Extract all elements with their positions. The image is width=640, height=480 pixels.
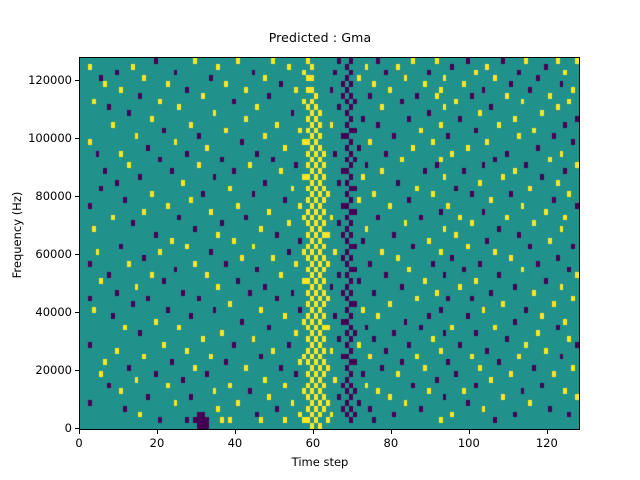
- y-tick-label: 100000: [28, 131, 72, 146]
- heatmap-canvas[interactable]: [80, 58, 579, 429]
- x-tick-label: 0: [75, 436, 83, 450]
- page-title: Predicted : Gma: [268, 30, 372, 45]
- x-tick-label: 80: [383, 436, 399, 450]
- x-tick-mark: [235, 430, 236, 434]
- y-tick-label: 80000: [35, 189, 72, 204]
- x-tick-label: 20: [149, 436, 165, 450]
- x-tick-mark: [391, 430, 392, 434]
- x-tick-label: 120: [535, 436, 558, 450]
- x-tick-mark: [469, 430, 470, 434]
- y-tick-label: 60000: [35, 247, 72, 262]
- x-tick-mark: [157, 430, 158, 434]
- y-tick-mark: [75, 80, 79, 81]
- x-tick-label: 60: [305, 436, 321, 450]
- y-tick-mark: [75, 196, 79, 197]
- y-tick-label: 0: [64, 421, 72, 435]
- y-axis-label: Frequency (Hz): [10, 191, 24, 279]
- y-tick-label: 20000: [35, 363, 72, 378]
- x-tick-label: 40: [227, 436, 243, 450]
- x-tick-mark: [79, 430, 80, 434]
- y-tick-label: 40000: [35, 305, 72, 320]
- x-tick-label: 100: [457, 436, 480, 450]
- x-tick-mark: [313, 430, 314, 434]
- heatmap-plot-area[interactable]: [79, 57, 580, 430]
- y-tick-mark: [75, 370, 79, 371]
- x-axis-label: Time step: [291, 455, 349, 469]
- y-tick-label: 120000: [28, 73, 72, 88]
- y-tick-mark: [75, 254, 79, 255]
- y-tick-mark: [75, 428, 79, 429]
- y-tick-mark: [75, 312, 79, 313]
- x-tick-mark: [547, 430, 548, 434]
- y-tick-mark: [75, 138, 79, 139]
